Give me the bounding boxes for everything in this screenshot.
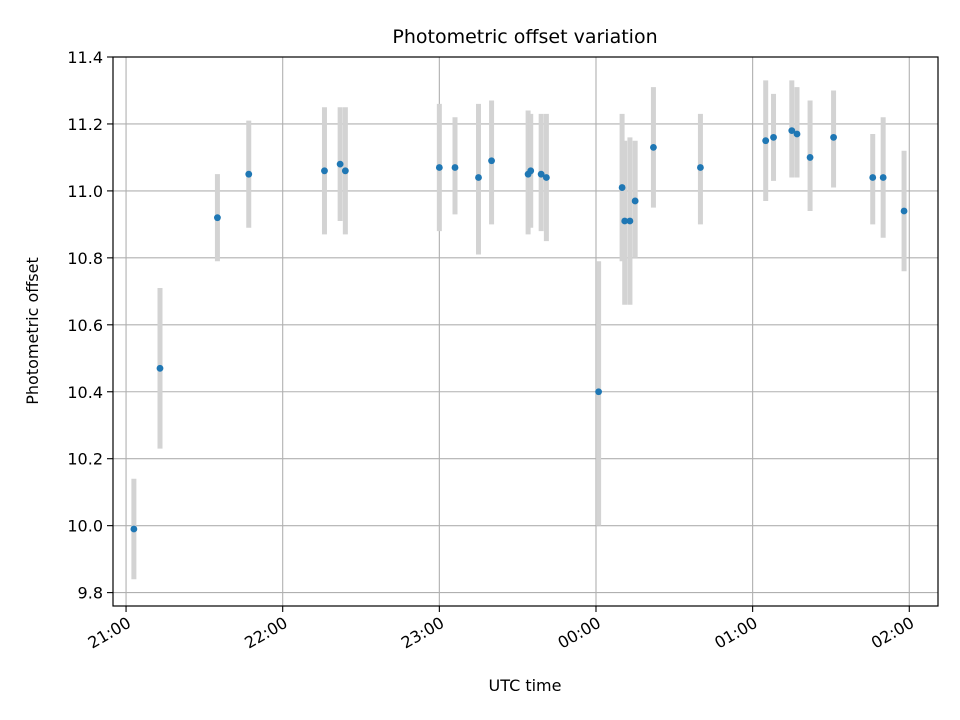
data-point [631,197,639,205]
plot-frame [112,56,939,607]
y-tick-label: 11.2 [67,115,103,134]
data-point [788,127,796,135]
y-tick-label: 10.2 [67,450,103,469]
data-point [156,364,164,372]
data-point [336,160,344,168]
data-points [130,127,908,533]
data-point [762,137,770,145]
y-axis-label: Photometric offset [23,257,42,405]
data-point [770,133,777,141]
data-point [621,217,629,225]
x-axis-label: UTC time [489,676,562,695]
data-point [595,388,603,396]
data-point [542,174,550,181]
data-point [130,525,138,533]
data-point [793,130,801,138]
data-point [806,154,814,161]
y-tick-label: 11.0 [67,182,103,201]
y-tick-label: 9.8 [78,584,103,603]
data-point [697,164,704,171]
data-point [900,207,908,215]
data-point [537,170,545,178]
data-point [321,167,328,175]
y-tick-label: 10.4 [67,383,103,402]
data-point [618,184,626,191]
y-tick-label: 10.6 [67,316,103,335]
data-point [879,174,887,181]
data-point [451,164,459,171]
plot-background [113,57,938,606]
data-point [341,167,349,175]
data-point [830,133,837,141]
data-point [626,217,634,225]
data-point [475,174,482,181]
data-point [435,164,443,171]
data-point [527,167,535,175]
data-point [245,170,253,178]
y-tick-label: 11.4 [67,48,103,67]
y-tick-label: 10.0 [67,517,103,536]
data-point [214,214,221,222]
data-point [869,174,877,181]
data-point [488,157,495,165]
chart-title: Photometric offset variation [392,26,657,48]
data-point [650,143,657,151]
y-tick-label: 10.8 [67,249,103,268]
y-axis: 9.8 10.0 10.2 10.4 10.6 10.8 11.0 11.2 11.4 [67,48,113,603]
